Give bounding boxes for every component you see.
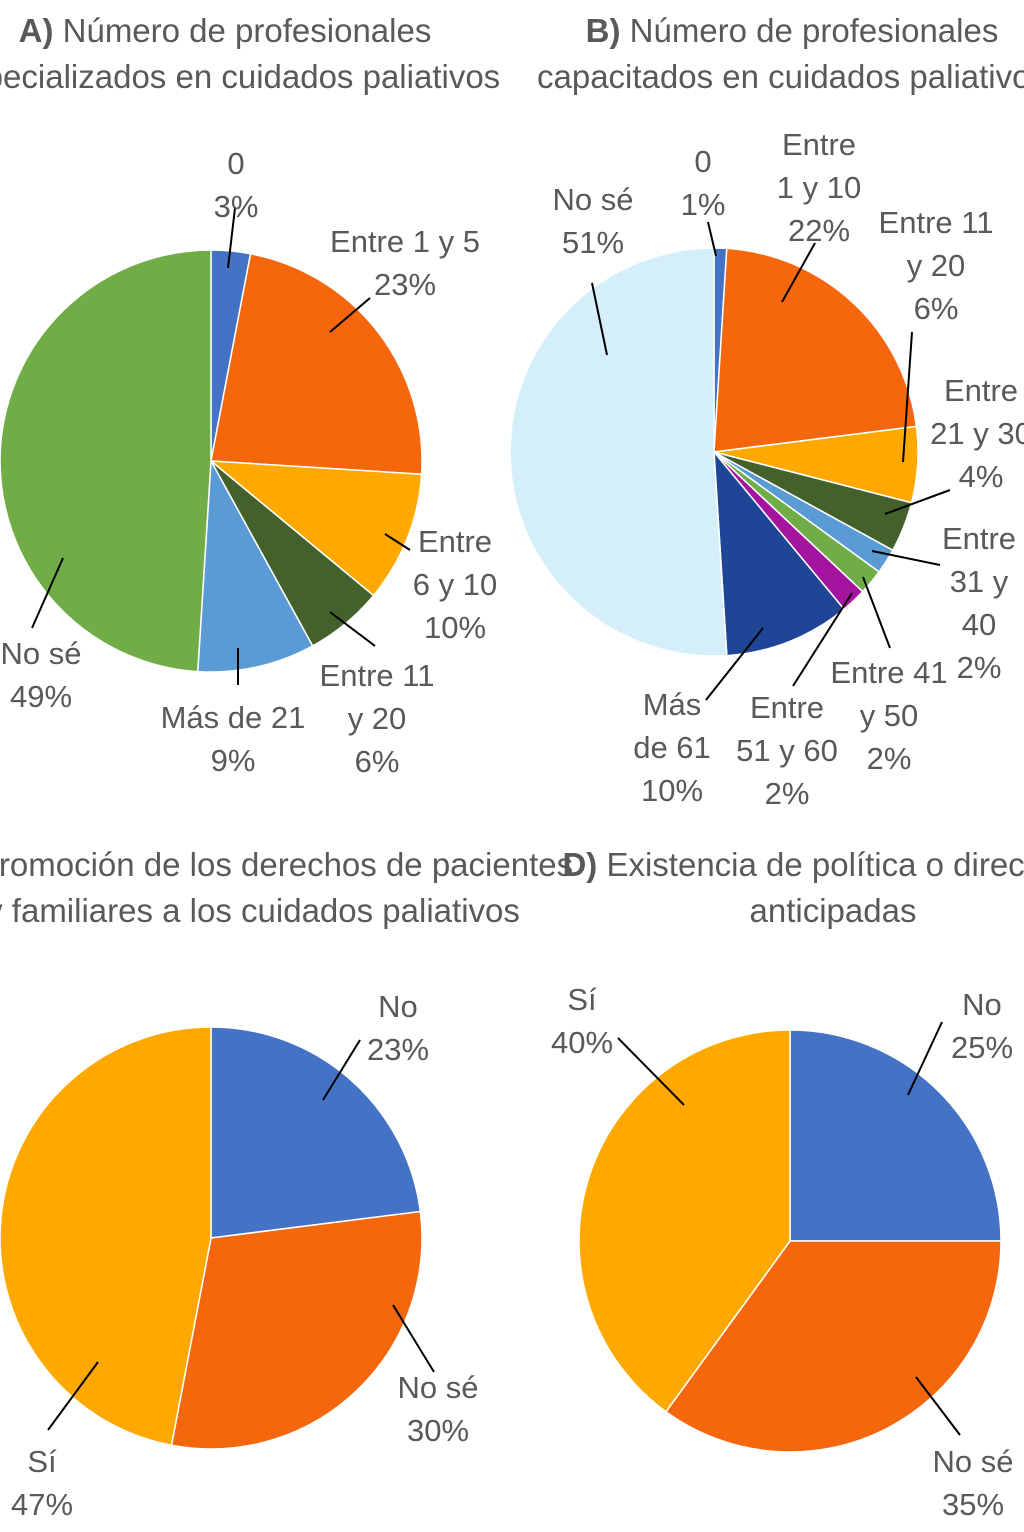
pie-1-slice-3: [208, 460, 423, 597]
pie-2-leader-line-5: [871, 550, 941, 566]
pie-1-leader-line-6: [31, 557, 64, 629]
pie-2-leader-line-7: [792, 592, 853, 687]
pie-3-slice-2: [170, 1210, 423, 1450]
pie-2-leader-line-9: [591, 282, 608, 356]
pie-1-slice-6: [0, 249, 212, 673]
pie-1-slice-label-6: No sé 49%: [1, 636, 82, 714]
pie-3-slice-label-2: No sé 30%: [398, 1370, 479, 1448]
pie-2-slice-label-6: Entre 41 y 50 2%: [830, 655, 947, 776]
pie-2-slice-label-8: Más de 61 10%: [633, 687, 711, 808]
pie-3-leader-line-2: [392, 1304, 435, 1373]
pie-3-leader-line-1: [322, 1039, 361, 1101]
pie-1-slice-2: [210, 252, 423, 476]
pie-2-leader-line-2: [781, 242, 816, 303]
pie-4-leader-line-2: [915, 1376, 961, 1436]
pie-2-leader-line-4: [884, 489, 951, 515]
pie-2-slice-label-3: Entre 11 y 20 6%: [879, 205, 994, 326]
pie-3-slice-label-1: No 23%: [367, 989, 429, 1067]
pie-1-leader-line-4: [329, 611, 376, 647]
pie-1-slice-label-4: Entre 11 y 20 6%: [320, 658, 435, 779]
pie-1-leader-line-3: [384, 533, 411, 551]
pie-2-slice-label-7: Entre 51 y 60 2%: [736, 690, 838, 811]
pie-2-leader-line-8: [705, 627, 764, 701]
pie-4-slices: [578, 1029, 1002, 1453]
pie-3-slice-3: [0, 1026, 212, 1447]
panel-4-title: D) Existencia de política o directricesa…: [562, 846, 1024, 929]
pie-2-slice-9: [509, 247, 728, 657]
pie-3-leader-line-3: [47, 1361, 99, 1431]
pie-4-slice-1: [789, 1029, 1002, 1242]
pie-2-slice-label-9: No sé 51%: [553, 182, 634, 260]
pie-2-slice-label-4: Entre 21 y 30 4%: [930, 373, 1024, 494]
pie-4-slice-label-1: No 25%: [951, 987, 1013, 1065]
panel-3-title: C) Promoción de los derechos de paciente…: [0, 846, 573, 929]
pie-2-slice-label-1: 0 1%: [681, 144, 726, 222]
pie-1-slice-label-3: Entre 6 y 10 10%: [413, 524, 497, 645]
panel-2-letter: B): [586, 12, 621, 49]
pie-2-slice-2: [713, 247, 918, 453]
pie-1-slice-5: [196, 458, 314, 673]
pie-4-slice-2: [664, 1240, 1002, 1453]
pie-3-slices: [0, 1026, 423, 1450]
panel-2-title: B) Número de profesionales capacitados en…: [537, 12, 1024, 95]
pie-4-leader-line-1: [907, 1021, 943, 1096]
pie-3-slice-label-3: Sí 47%: [11, 1444, 73, 1522]
panel-1-letter: A): [19, 12, 54, 49]
pie-1-leader-line-1: [227, 207, 236, 269]
pie-2-leader-line-3: [902, 331, 913, 463]
pie-2-slices: [509, 247, 919, 657]
pie-4-leader-line-3: [617, 1037, 685, 1106]
pie-1-slice-label-5: Más de 21 9%: [161, 700, 306, 778]
panel-1-title: A) Número de profesionales especializados…: [0, 12, 500, 95]
pie-2-leader-line-1: [707, 221, 717, 257]
pie-2-leader-line-6: [862, 576, 891, 649]
pie-2-slice-label-5: Entre 31 y 40 2%: [942, 521, 1016, 685]
pie-1-slices: [0, 249, 423, 673]
pie-2-slice-label-2: Entre 1 y 10 22%: [777, 127, 861, 248]
pie-4-slice-3: [578, 1029, 791, 1413]
pie-1-slice-label-2: Entre 1 y 5 23%: [330, 224, 480, 302]
pie-1-slice-label-1: 0 3%: [214, 146, 259, 224]
panel-4-letter: D): [562, 846, 597, 883]
pie-4-slice-label-2: No sé 35%: [933, 1444, 1014, 1522]
pie-1-leader-line-2: [329, 297, 371, 333]
pie-3-slice-1: [210, 1026, 422, 1239]
pie-4-slice-label-3: Sí 40%: [551, 982, 613, 1060]
